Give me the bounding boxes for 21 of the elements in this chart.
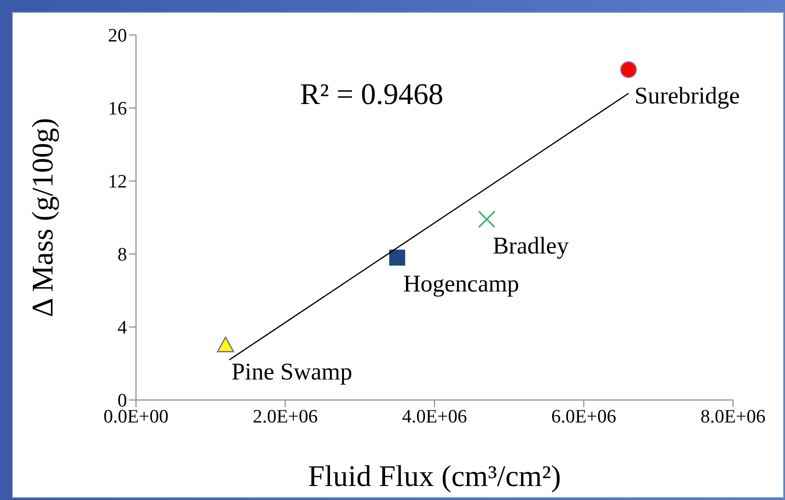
series-label: Hogencamp (403, 272, 520, 298)
series-label: Surebridge (634, 84, 740, 110)
x-tick-label: 4.0E+06 (402, 406, 468, 428)
y-tick-label: 12 (108, 172, 127, 193)
y-tick-label: 20 (108, 26, 127, 47)
point (620, 61, 638, 78)
x-tick-label: 6.0E+06 (551, 406, 616, 428)
point (216, 336, 234, 352)
series-label: Bradley (492, 233, 569, 260)
x-tick-label: 2.0E+06 (252, 406, 318, 428)
series-label: Pine Swamp (232, 359, 352, 386)
annotation: R² = 0.9468 (300, 78, 444, 112)
x-tick-label: 0.0E+00 (103, 406, 169, 428)
x-axis-title: Fluid Flux (cm³/cm²) (308, 460, 561, 493)
x-tick-label: 8.0E+06 (700, 406, 766, 428)
y-tick-label: 16 (108, 98, 127, 120)
point (389, 250, 406, 266)
y-tick-label: 4 (118, 318, 128, 339)
y-axis-title: Δ Mass (g/100g) (26, 118, 60, 318)
point (478, 210, 496, 228)
y-tick-label: 8 (118, 244, 127, 266)
